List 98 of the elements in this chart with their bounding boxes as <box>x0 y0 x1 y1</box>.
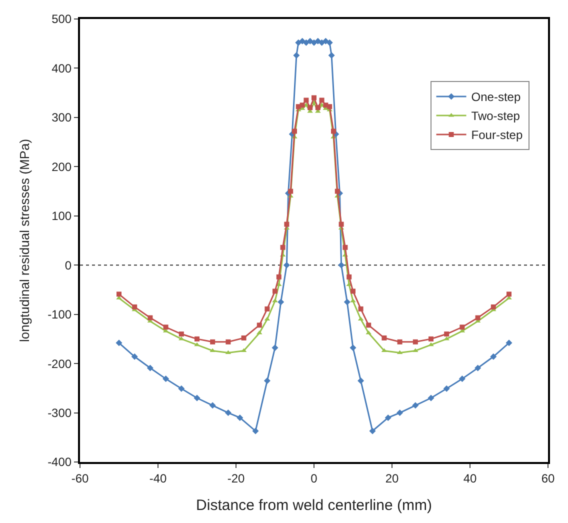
point <box>116 292 122 297</box>
point <box>299 38 306 44</box>
point <box>226 339 231 344</box>
point <box>444 332 450 337</box>
point <box>396 410 404 416</box>
x-tick-label: -60 <box>71 471 89 486</box>
point <box>162 376 170 382</box>
legend-label: Two-step <box>471 109 520 124</box>
point <box>224 410 232 416</box>
point <box>412 339 418 344</box>
point <box>312 95 316 100</box>
x-tick-label: 0 <box>310 471 318 486</box>
point <box>475 315 480 320</box>
point <box>288 188 294 194</box>
point <box>178 385 185 392</box>
point <box>252 428 259 434</box>
point <box>412 348 418 352</box>
point <box>350 344 356 352</box>
point <box>304 98 309 103</box>
point <box>384 414 392 421</box>
point <box>131 353 138 360</box>
point <box>443 385 450 392</box>
point <box>344 298 350 306</box>
point <box>338 222 344 227</box>
point <box>319 98 324 103</box>
x-tick-label: -20 <box>227 471 245 486</box>
point <box>280 244 286 250</box>
y-tick-label: 0 <box>64 258 72 272</box>
point <box>428 336 434 342</box>
y-axis-title: longtudinal residual stresses (MPa) <box>17 138 32 342</box>
point <box>283 262 290 268</box>
point <box>300 102 305 108</box>
y-tick-label: 300 <box>52 110 72 125</box>
point <box>460 324 465 330</box>
point <box>458 376 466 382</box>
point <box>264 306 270 312</box>
point <box>194 336 200 342</box>
point <box>284 222 290 227</box>
y-tick-label: 100 <box>52 209 72 224</box>
point <box>346 274 352 280</box>
point <box>358 306 364 312</box>
x-axis-title: Distance from weld centerline (mm) <box>196 496 432 514</box>
point <box>146 364 154 372</box>
x-tick-label: -40 <box>149 471 167 486</box>
point <box>293 52 300 59</box>
point <box>148 315 153 320</box>
point <box>163 324 168 330</box>
point <box>326 39 333 46</box>
point <box>358 378 364 384</box>
legend-label: One-step <box>471 90 521 104</box>
point <box>490 304 496 310</box>
y-tick-label: -200 <box>48 356 72 371</box>
x-tick-label: 60 <box>541 471 555 486</box>
point <box>338 262 345 268</box>
point <box>397 339 402 344</box>
point <box>369 428 376 434</box>
point <box>382 335 387 340</box>
point <box>366 322 372 328</box>
point <box>272 288 278 294</box>
y-tick-label: -400 <box>48 455 72 470</box>
point <box>256 322 262 328</box>
point <box>264 378 270 384</box>
point <box>428 394 434 402</box>
point <box>506 340 512 346</box>
point <box>327 104 332 110</box>
point <box>490 353 497 360</box>
point <box>292 128 297 134</box>
point <box>209 402 216 409</box>
point <box>412 402 419 409</box>
point <box>178 332 184 337</box>
point <box>308 105 313 110</box>
y-tick-label: 400 <box>52 61 72 76</box>
point <box>276 274 282 280</box>
point <box>272 344 278 352</box>
point <box>210 339 216 344</box>
point <box>318 39 326 46</box>
point <box>328 52 335 59</box>
point <box>210 348 216 352</box>
point <box>315 105 320 110</box>
y-tick-label: 200 <box>52 160 72 174</box>
y-tick-label: -100 <box>48 308 72 322</box>
point <box>334 188 340 194</box>
point <box>342 244 348 250</box>
point <box>350 288 356 294</box>
point <box>474 364 482 372</box>
point <box>194 394 200 402</box>
point <box>236 414 244 421</box>
y-tick-label: -300 <box>48 406 72 420</box>
point <box>278 298 284 306</box>
y-tick-label: 500 <box>52 12 72 26</box>
point <box>241 335 246 340</box>
point <box>506 292 512 297</box>
legend-label: Four-step <box>471 128 523 142</box>
x-tick-label: 20 <box>385 471 399 486</box>
point <box>132 304 138 310</box>
x-tick-label: 40 <box>463 471 477 486</box>
point <box>116 340 122 346</box>
point <box>331 128 336 134</box>
